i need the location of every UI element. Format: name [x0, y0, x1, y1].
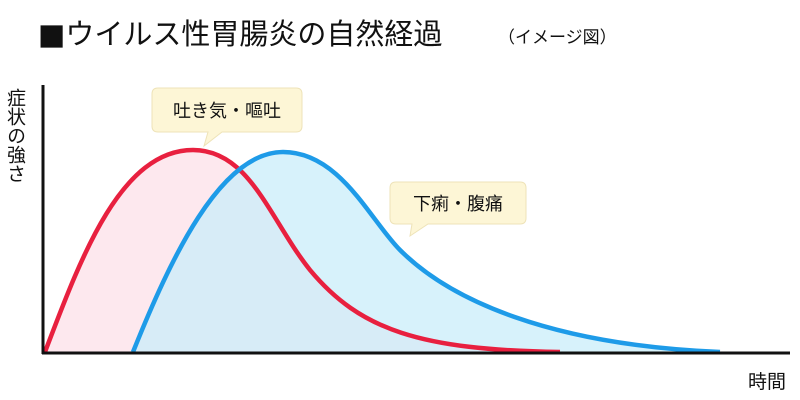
curve-diarrhea [130, 149, 721, 355]
x-axis-label: 時間 [748, 371, 786, 393]
callout-diarrhea: 下痢・腹痛 [389, 181, 527, 238]
callout-label: 吐き気・嘔吐 [173, 101, 281, 122]
callout-box [151, 87, 303, 148]
subtitle: （イメージ図） [498, 28, 617, 48]
area-diarrhea [133, 152, 720, 352]
callout-box [389, 181, 527, 238]
callout-label: 下痢・腹痛 [413, 194, 503, 215]
curve-vomit [42, 147, 561, 355]
y-axis-label: 症状の強さ [4, 88, 26, 183]
callout-vomit: 吐き気・嘔吐 [151, 87, 303, 148]
title: ■ウイルス性胃腸炎の自然経過 [38, 17, 442, 51]
